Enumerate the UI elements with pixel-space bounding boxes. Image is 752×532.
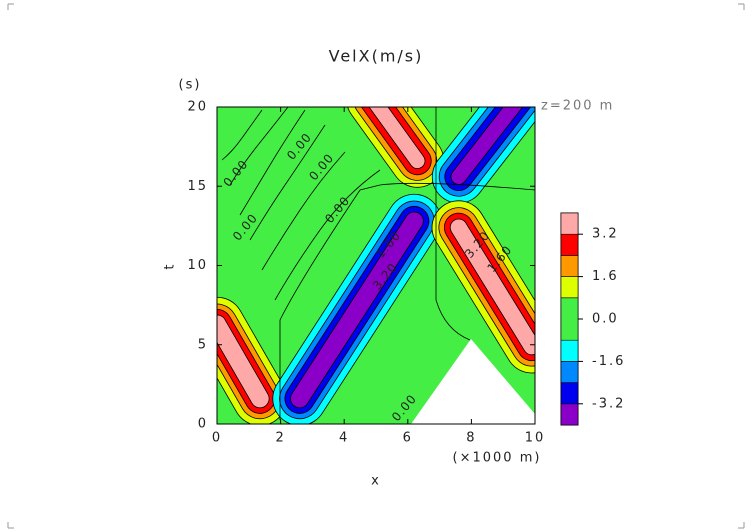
- contour-band: [451, 107, 523, 185]
- x-tick-label: 8: [466, 431, 476, 446]
- colorbar-tick-label: 0.0: [592, 312, 619, 327]
- y-tick-label: 15: [187, 179, 208, 194]
- chart-title: VelX(m/s): [329, 47, 424, 66]
- x-tick-label: 2: [275, 431, 285, 446]
- colorbar-bin: [560, 212, 579, 235]
- contour-band: [369, 107, 425, 169]
- y-tick-label: 5: [198, 337, 208, 352]
- x-unit: (×1000 m): [453, 451, 542, 466]
- contour-band: [217, 315, 269, 408]
- x-tick-label: 6: [403, 431, 413, 446]
- x-tick-label: 4: [339, 431, 349, 446]
- colorbar-bin: [560, 297, 579, 341]
- corner-marks: [7, 3, 745, 529]
- colorbar-bin: [560, 382, 579, 405]
- colorbar-bin: [560, 276, 579, 299]
- y-axis-label: t: [163, 262, 178, 269]
- missing-data: [411, 339, 535, 424]
- x-tick-label: 10: [525, 431, 546, 446]
- y-unit: (s): [179, 78, 202, 93]
- annotation: z=200 m: [541, 99, 614, 114]
- colorbar-bin: [560, 403, 579, 426]
- x-axis-label: x: [371, 474, 381, 489]
- colorbar-tick-label: 3.2: [592, 227, 619, 242]
- contour-band: [450, 219, 535, 355]
- colorbar-tick-label: 1.6: [592, 269, 619, 284]
- contour-band: [290, 212, 423, 408]
- x-tick-label: 0: [212, 431, 222, 446]
- colorbar-bin: [560, 255, 579, 277]
- y-tick-label: 0: [198, 417, 208, 432]
- colorbar-tick-label: -3.2: [592, 396, 625, 411]
- colorbar-tick-label: -1.6: [592, 354, 625, 369]
- colorbar-bin: [560, 339, 579, 362]
- colorbar-bin: [560, 233, 579, 256]
- colorbar-bin: [560, 361, 579, 383]
- contour-lines: [221, 107, 535, 420]
- contour-field: [217, 107, 535, 424]
- y-tick-label: 20: [187, 100, 208, 115]
- y-tick-label: 10: [187, 258, 208, 273]
